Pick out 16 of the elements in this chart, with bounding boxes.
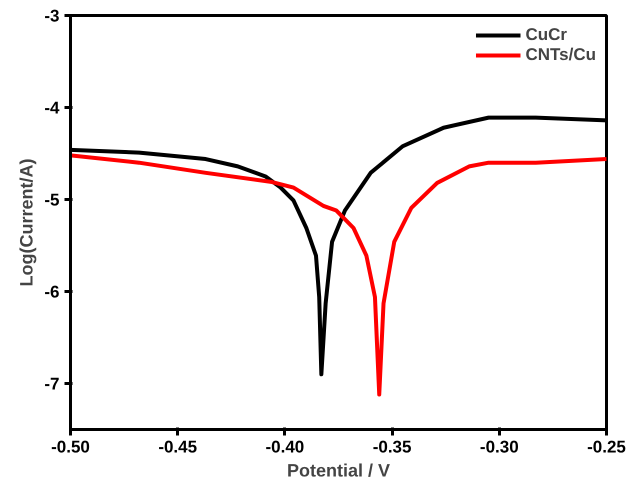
y-tick-label: -5: [44, 190, 60, 210]
x-axis-title: Potential / V: [286, 460, 390, 480]
legend-label: CNTs/Cu: [525, 45, 596, 65]
line-series: [70, 153, 606, 397]
x-tick-label: -0.25: [587, 438, 626, 456]
y-tick-label: -4: [44, 98, 60, 118]
x-tick-label: -0.40: [266, 438, 304, 456]
x-tick-label: -0.50: [51, 438, 90, 456]
y-tick-label: -6: [44, 282, 60, 302]
y-axis-title: Log(Current/A): [16, 158, 36, 286]
x-tick-label: -0.30: [480, 438, 519, 456]
y-tick-label: -3: [44, 6, 60, 26]
y-tick-label: -7: [44, 374, 60, 394]
x-tick-label: -0.45: [158, 438, 198, 456]
x-tick-label: -0.35: [372, 438, 412, 456]
legend-label: CuCr: [525, 25, 568, 45]
